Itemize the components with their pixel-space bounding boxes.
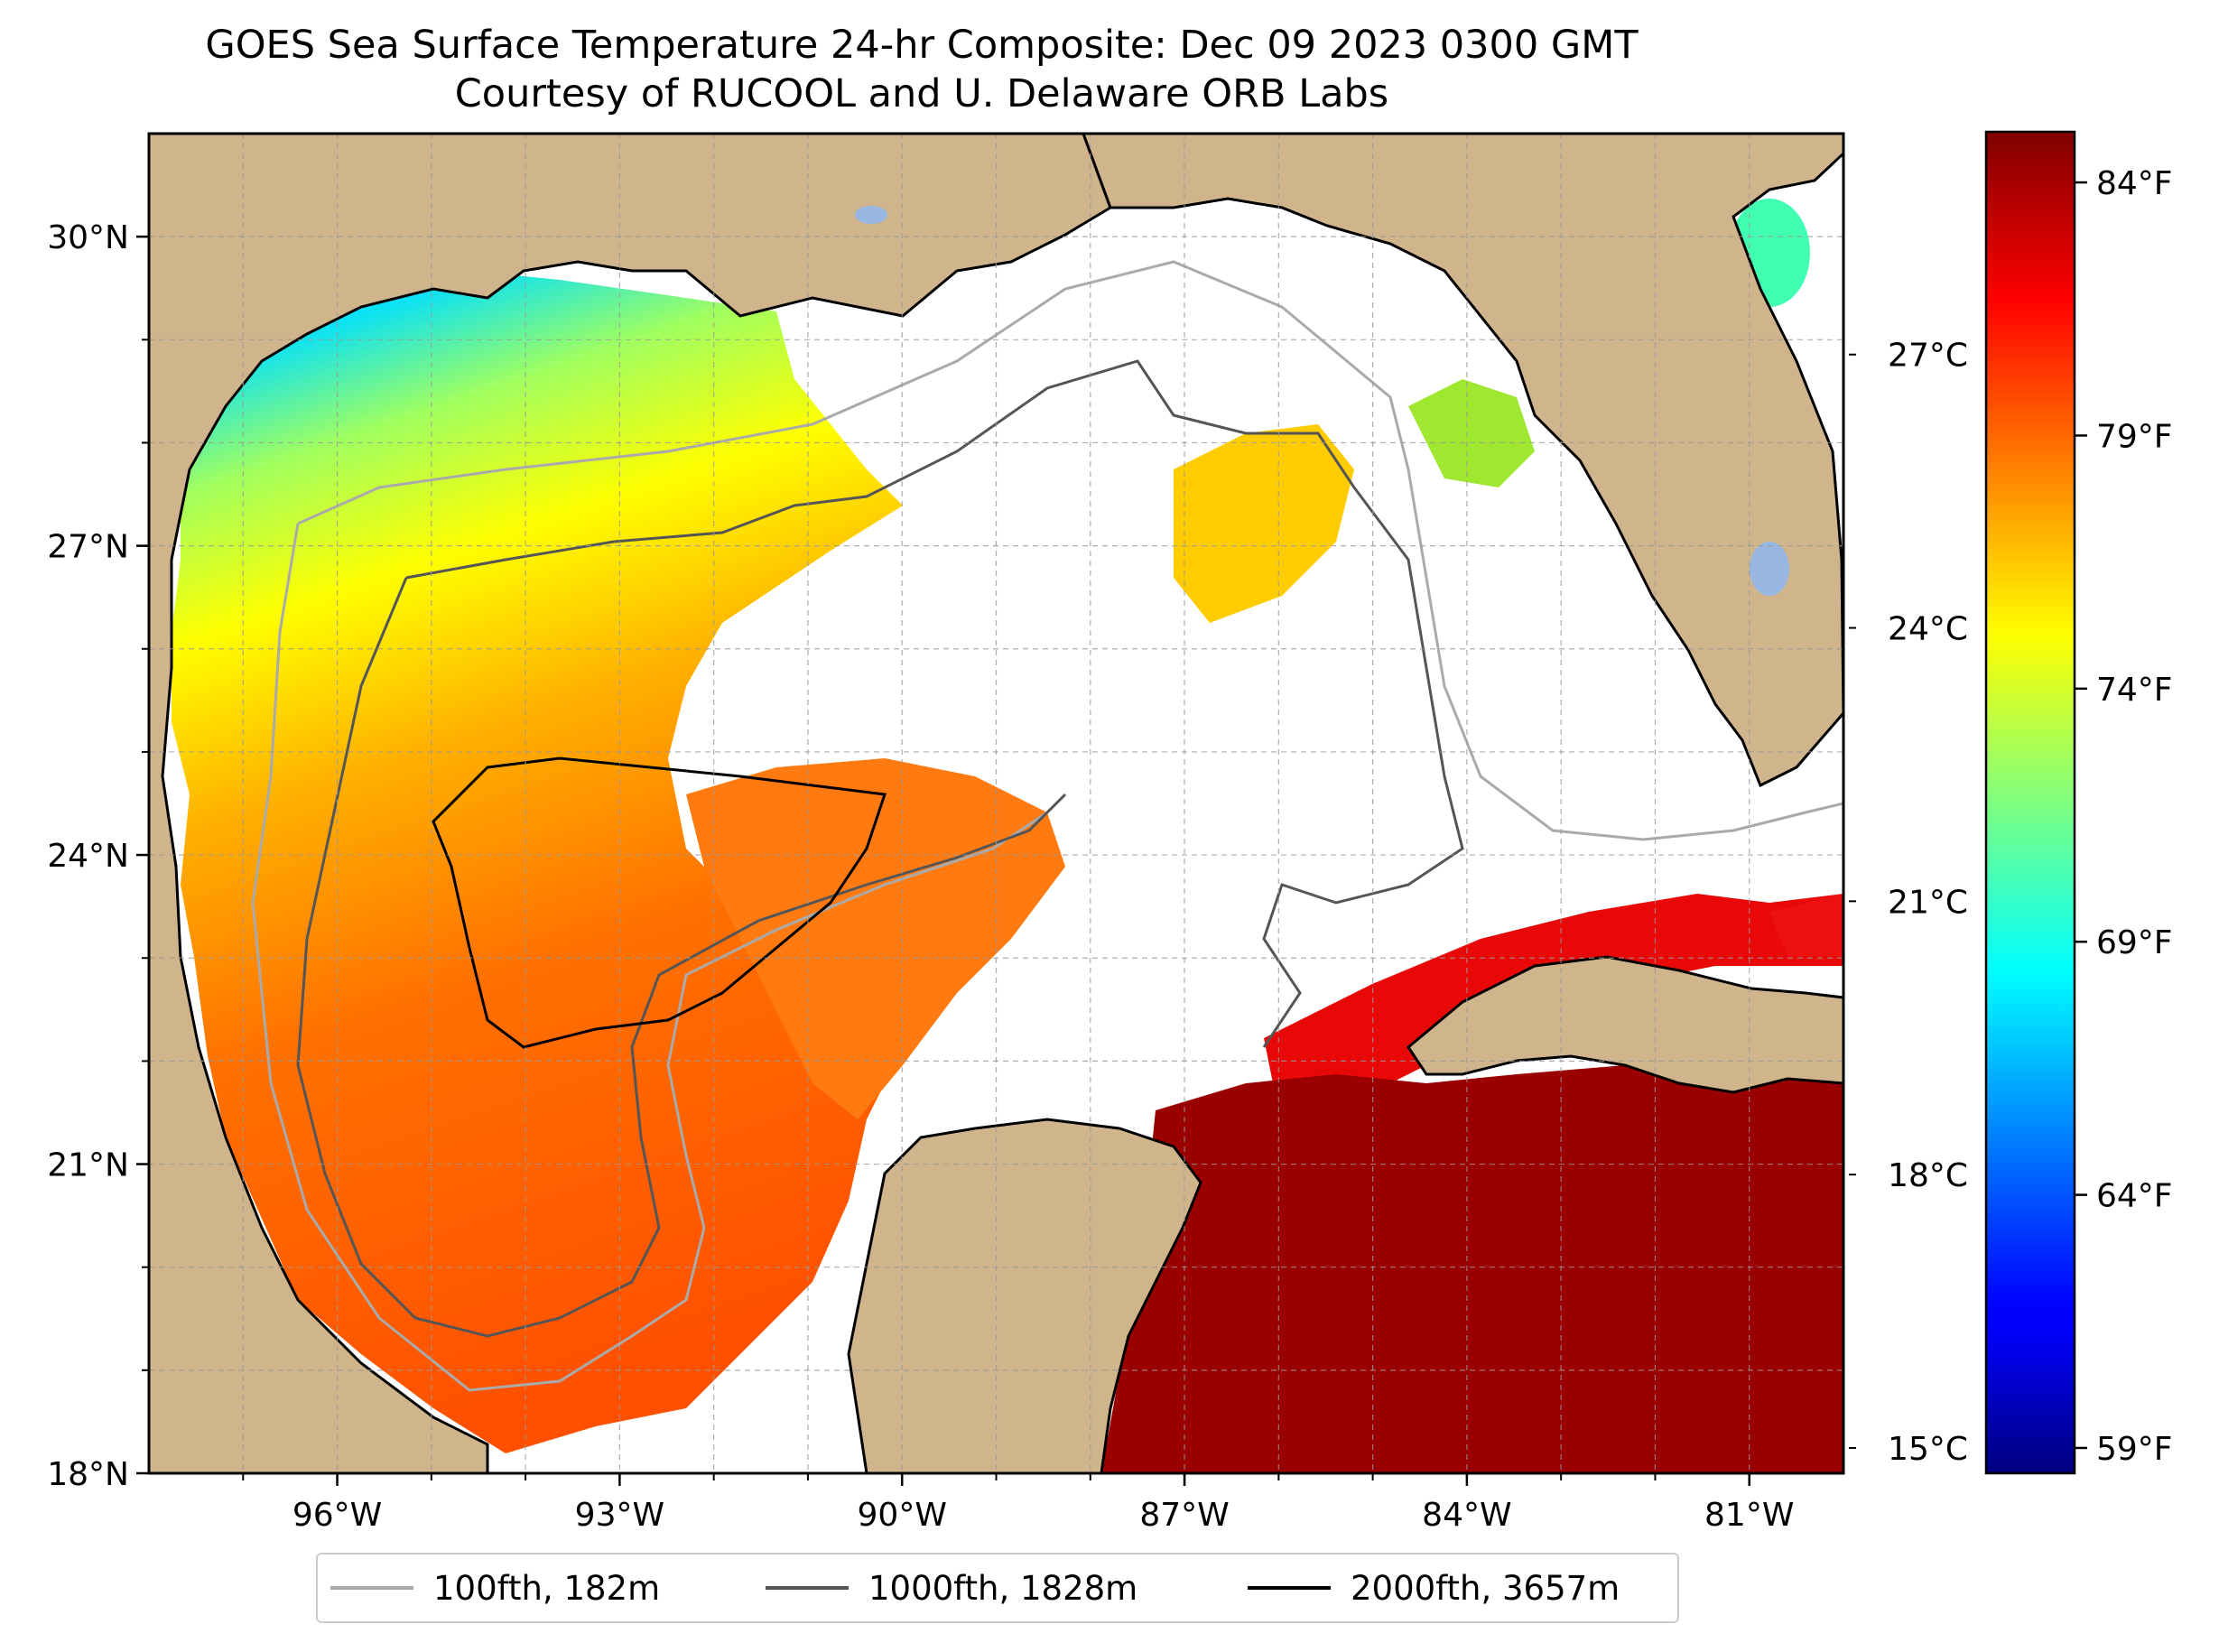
land-cuba	[1407, 955, 1843, 1094]
lake-okeechobee	[1750, 542, 1789, 596]
colorbar-ticks: 59°F 64°F 69°F 74°F 79°F 84°F 15°C 18°C 21°C 24°C…	[1849, 165, 2173, 1468]
legend-swatch-100fth	[330, 1586, 413, 1590]
land-texas-louisiana-mississippi	[149, 134, 1112, 1473]
map-title: GOES Sea Surface Temperature 24-hr Compo…	[205, 23, 1639, 68]
lat-tick-label: 24°N	[47, 838, 129, 875]
legend-item-1000fth: 1000fth, 1828m	[766, 1555, 1137, 1621]
sst-caribbean-darkred-field	[1101, 1047, 1843, 1473]
colorbar-c-label: 24°C	[1888, 611, 1968, 648]
legend-item-100fth: 100fth, 182m	[330, 1555, 660, 1621]
colorbar-f-label: 59°F	[2096, 1431, 2173, 1468]
colorbar-c-label: 21°C	[1888, 884, 1968, 921]
legend-label-1000fth: 1000fth, 1828m	[868, 1568, 1138, 1608]
map-gridlines	[149, 134, 1843, 1473]
legend-item-2000fth: 2000fth, 3657m	[1248, 1555, 1620, 1621]
colorbar-f-label: 79°F	[2096, 418, 2173, 455]
lon-tick-label: 93°W	[575, 1497, 664, 1534]
sst-central-orange-patch	[686, 758, 1065, 1119]
lat-tick-label: 30°N	[47, 219, 129, 256]
lat-tick-label: 27°N	[47, 529, 129, 566]
lat-tick-label: 18°N	[47, 1456, 129, 1493]
map-subtitle: Courtesy of RUCOOL and U. Delaware ORB L…	[454, 71, 1389, 116]
legend-label-2000fth: 2000fth, 3657m	[1351, 1568, 1620, 1608]
land-yucatan	[847, 1118, 1202, 1473]
contour-2000fth	[432, 756, 887, 1049]
colorbar	[1984, 130, 2076, 1475]
lat-tick-label: 21°N	[47, 1147, 129, 1184]
colorbar-f-label: 84°F	[2096, 165, 2173, 202]
sst-florida-shelf-patch	[1408, 379, 1535, 487]
colorbar-f-label: 64°F	[2096, 1178, 2173, 1215]
sst-florida-keys-red	[1769, 894, 1843, 957]
colorbar-c-label: 27°C	[1888, 338, 1968, 375]
lon-tick-label: 96°W	[292, 1497, 382, 1534]
colorbar-f-label: 69°F	[2096, 924, 2173, 961]
legend-swatch-1000fth	[766, 1586, 849, 1590]
lon-tick-label: 84°W	[1422, 1497, 1511, 1534]
lon-tick-label: 90°W	[858, 1497, 947, 1534]
bathymetry-legend: 100fth, 182m 1000fth, 1828m 2000fth, 365…	[316, 1553, 1679, 1623]
lon-tick-label: 87°W	[1139, 1497, 1229, 1534]
colorbar-c-label: 15°C	[1888, 1431, 1968, 1468]
contour-100fth	[251, 260, 1843, 1392]
legend-swatch-2000fth	[1248, 1586, 1331, 1590]
lake-pontchartrain	[855, 206, 887, 224]
contour-1000fth	[296, 359, 1464, 1338]
legend-label-100fth: 100fth, 182m	[433, 1568, 661, 1608]
colorbar-f-label: 74°F	[2096, 672, 2173, 709]
map-axis-ticks: 96°W 93°W 90°W 87°W 84°W 81°W 18°N 21°N 24°N 27°N…	[47, 219, 1794, 1534]
lon-tick-label: 81°W	[1704, 1497, 1794, 1534]
sst-west-gulf-field	[172, 271, 1038, 1453]
land-florida	[1082, 134, 1843, 788]
sst-north-central-patch	[1174, 424, 1354, 623]
colorbar-c-label: 18°C	[1888, 1157, 1968, 1194]
